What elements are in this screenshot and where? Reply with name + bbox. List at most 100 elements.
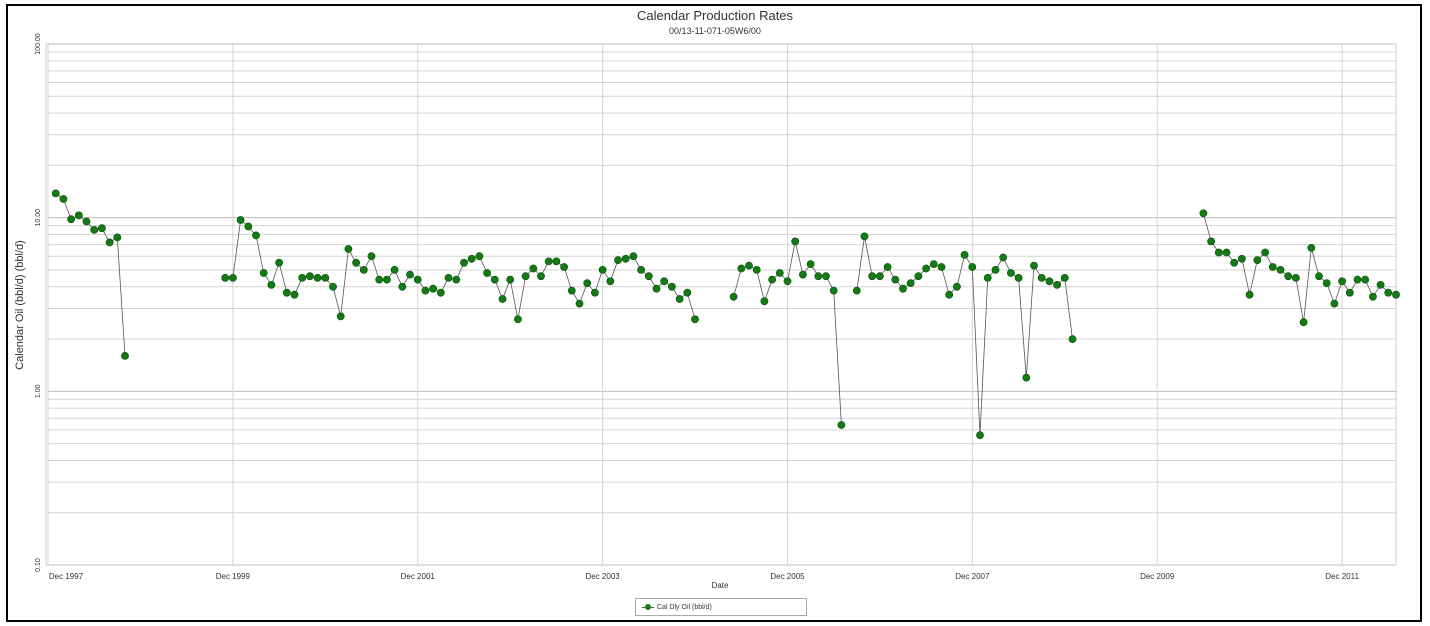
data-point: [113, 233, 122, 242]
data-point: [298, 273, 307, 282]
data-point: [983, 273, 992, 282]
data-point: [521, 272, 530, 281]
data-point: [1292, 273, 1300, 282]
data-point: [1330, 299, 1339, 308]
data-point: [1238, 254, 1246, 263]
data-point: [1261, 248, 1269, 257]
x-tick-label: Dec 1999: [216, 572, 251, 581]
data-point: [860, 232, 869, 241]
data-point: [228, 273, 237, 282]
data-point: [968, 263, 977, 271]
data-point: [1361, 275, 1370, 284]
x-tick-label: Dec 2005: [770, 572, 805, 581]
data-point: [1207, 237, 1215, 246]
data-point: [421, 286, 430, 295]
data-point: [567, 286, 576, 295]
data-point: [991, 265, 1000, 274]
data-point: [775, 269, 784, 277]
data-point: [660, 277, 669, 286]
data-point: [1007, 269, 1015, 277]
data-point: [267, 280, 276, 289]
data-point: [59, 195, 68, 203]
data-point: [290, 290, 299, 299]
data-point: [90, 225, 99, 234]
data-point: [683, 288, 692, 297]
data-point: [799, 270, 807, 279]
data-point: [652, 284, 661, 293]
data-point: [221, 273, 230, 282]
data-point: [606, 277, 615, 286]
data-point: [852, 286, 861, 295]
data-point: [629, 252, 638, 261]
data-point: [51, 189, 60, 198]
data-point: [1322, 279, 1331, 287]
data-point: [1222, 248, 1231, 257]
data-point: [398, 282, 407, 291]
data-point: [837, 421, 846, 429]
data-point: [359, 265, 368, 274]
data-point: [806, 260, 815, 268]
y-tick-label: 1.00: [35, 384, 42, 398]
data-point: [1392, 290, 1400, 299]
data-point: [960, 250, 969, 259]
data-point: [999, 253, 1008, 262]
legend: Cal Dly Oil (bbl/d): [635, 598, 807, 616]
data-point: [675, 295, 684, 303]
x-tick-label: Dec 2003: [585, 572, 620, 581]
data-point: [1345, 288, 1354, 297]
data-point: [591, 288, 599, 297]
data-point: [74, 211, 83, 220]
data-point: [321, 273, 330, 282]
plot-area: [45, 43, 1397, 566]
data-point: [282, 288, 291, 297]
data-point: [252, 231, 260, 240]
data-point: [329, 282, 337, 291]
data-point: [506, 275, 515, 284]
data-point: [467, 254, 476, 263]
legend-entry-label: Cal Dly Oil (bbl/d): [657, 603, 712, 611]
data-point: [483, 269, 491, 277]
data-point: [783, 277, 792, 286]
data-point: [876, 272, 884, 281]
data-point: [1060, 273, 1069, 282]
y-tick-label: 0.10: [35, 558, 42, 572]
data-point: [1022, 373, 1031, 382]
data-point: [367, 252, 376, 261]
data-point: [791, 237, 800, 246]
data-point: [1369, 292, 1377, 301]
data-point: [745, 261, 753, 270]
data-point: [1014, 273, 1023, 282]
data-point: [259, 269, 268, 277]
data-point: [891, 275, 900, 284]
data-point: [614, 256, 622, 264]
data-point: [914, 272, 923, 281]
x-tick-label: Dec 2011: [1325, 572, 1359, 581]
data-point: [899, 284, 907, 293]
data-point: [1268, 263, 1277, 271]
data-point: [452, 275, 461, 284]
data-point: [1307, 243, 1316, 252]
data-point: [336, 312, 345, 321]
data-point: [236, 216, 245, 224]
data-point: [1245, 290, 1254, 299]
data-point: [937, 263, 946, 271]
data-point: [82, 217, 91, 226]
data-point: [829, 286, 838, 295]
data-point: [475, 252, 484, 261]
data-point: [752, 265, 761, 274]
x-tick-label: Dec 2001: [401, 572, 436, 581]
data-point: [490, 275, 499, 284]
data-point: [105, 238, 114, 247]
data-point: [305, 272, 314, 281]
data-point: [637, 265, 645, 274]
data-point: [945, 290, 954, 299]
y-tick-label: 100.00: [35, 33, 42, 55]
data-point: [814, 272, 823, 281]
data-point: [822, 272, 830, 281]
data-point: [1199, 209, 1208, 218]
data-point: [1299, 318, 1308, 327]
data-point: [121, 351, 129, 360]
data-point: [460, 258, 468, 267]
x-tick-label: Dec 2009: [1140, 572, 1175, 581]
